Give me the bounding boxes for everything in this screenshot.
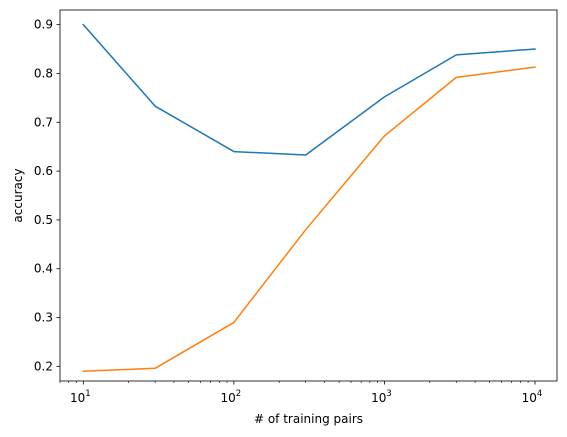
y-tick-label: 0.2 bbox=[34, 359, 53, 373]
y-tick-label: 0.3 bbox=[34, 311, 53, 325]
series-line-2 bbox=[82, 66, 536, 373]
y-tick-label: 0.6 bbox=[34, 164, 53, 178]
x-tick-label: 101 bbox=[70, 389, 91, 405]
x-axis-label: # of training pairs bbox=[254, 412, 363, 426]
plot-frame bbox=[59, 9, 558, 382]
x-tick-label: 102 bbox=[221, 389, 242, 405]
y-axis-label: accuracy bbox=[11, 168, 25, 222]
y-tick-label: 0.4 bbox=[34, 262, 53, 276]
x-tick-label: 103 bbox=[371, 389, 392, 405]
y-tick-label: 0.8 bbox=[34, 66, 53, 80]
x-tick-label: 104 bbox=[522, 389, 543, 405]
series-line-1 bbox=[82, 23, 536, 156]
y-tick-label: 0.5 bbox=[34, 213, 53, 227]
y-tick-label: 0.7 bbox=[34, 115, 53, 129]
y-tick-label: 0.9 bbox=[34, 18, 53, 32]
